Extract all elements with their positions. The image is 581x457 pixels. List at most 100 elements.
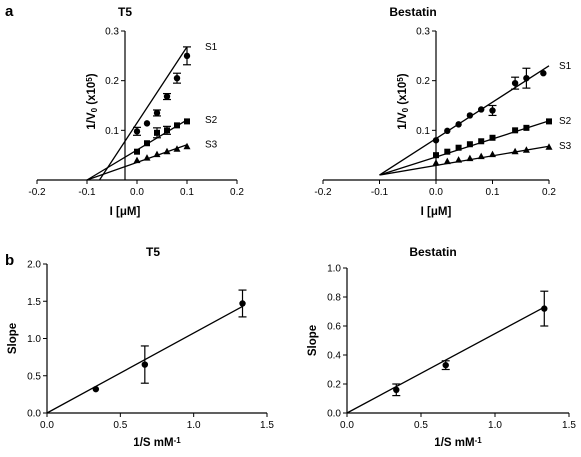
data-point-circle <box>141 361 149 368</box>
y-axis-label-part: (x10 <box>397 82 409 108</box>
chart-t5-lineweaver: T5 -0.2 -0.1 0.0 0.1 0.2 0.1 0.2 0.3 I [μM] 1/V0 … <box>28 5 244 218</box>
series-label: S3 <box>559 141 572 152</box>
y-tick-label: 0.1 <box>105 126 119 137</box>
data-point-triangle <box>432 159 440 166</box>
series-label: S3 <box>205 140 218 151</box>
y-tick-label: 0.2 <box>105 76 119 87</box>
data-point-square <box>433 152 439 159</box>
x-tick-label: 0.0 <box>40 420 54 431</box>
data-point-square <box>512 127 519 134</box>
y-axis-label: 1/V0 (x105) <box>396 73 410 129</box>
x-tick-label: 1.0 <box>488 420 502 431</box>
fit-line <box>379 145 550 176</box>
data-point-square <box>546 118 552 125</box>
data-point-square <box>184 118 190 125</box>
x-axis-label: I [μM] <box>110 206 141 218</box>
x-tick-label: -0.2 <box>314 187 332 198</box>
y-axis-label-part: 0 <box>401 107 410 112</box>
data-point-square <box>144 140 150 147</box>
y-tick-label: 2.0 <box>27 260 41 271</box>
x-tick-label: 1.5 <box>260 420 274 431</box>
data-point-circle <box>541 305 548 312</box>
y-axis-label-part: ) <box>86 73 98 77</box>
data-point-circle <box>478 106 485 113</box>
data-point-triangle <box>153 150 161 158</box>
fit-line <box>98 46 188 181</box>
data-point-circle <box>239 300 246 307</box>
x-tick-label: -0.1 <box>371 187 389 198</box>
x-axis-label: 1/S mM-1 <box>434 436 482 449</box>
data-point-square <box>444 148 451 155</box>
x-tick-label: 0.1 <box>486 187 500 198</box>
x-tick-label: 0.0 <box>429 187 443 198</box>
y-tick-label: 0.0 <box>327 409 341 420</box>
x-axis-label-part: -1 <box>475 436 483 445</box>
data-point-square <box>489 134 496 141</box>
y-tick-label: 1.0 <box>327 264 341 275</box>
y-tick-label: 0.6 <box>327 322 341 333</box>
y-axis-label-part: 1/V <box>86 112 98 130</box>
data-point-triangle <box>511 147 519 155</box>
data-point-triangle <box>545 143 553 150</box>
data-point-triangle <box>443 157 451 165</box>
data-point-triangle <box>143 154 151 161</box>
x-tick-label: -0.1 <box>78 187 96 198</box>
chart-title: Bestatin <box>389 5 436 19</box>
data-point-circle <box>523 74 530 82</box>
panel-b-label: b <box>5 252 14 269</box>
y-tick-label: 1.0 <box>27 334 41 345</box>
y-axis-label: Slope <box>7 323 19 354</box>
data-point-triangle <box>133 156 141 164</box>
data-point-square <box>466 141 473 148</box>
data-point-square <box>523 124 530 131</box>
data-point-circle <box>153 109 161 117</box>
x-axis-label: 1/S mM-1 <box>133 436 181 449</box>
x-tick-label: 0.1 <box>180 187 194 198</box>
data-point-triangle <box>522 146 530 153</box>
data-point-circle <box>432 137 440 144</box>
data-point-square <box>174 122 180 129</box>
data-point-circle <box>133 128 141 135</box>
x-tick-label: 0.0 <box>340 420 354 431</box>
chart-bestatin-lineweaver: Bestatin -0.2 -0.1 0.0 0.1 0.2 0.1 0.2 0.3 I [μM… <box>314 5 571 218</box>
panel-a-label: a <box>5 3 14 20</box>
fit-line <box>346 306 545 414</box>
y-tick-label: 0.5 <box>27 371 41 382</box>
data-point-circle <box>489 107 496 114</box>
y-axis-label-part: 5 <box>396 77 405 82</box>
chart-bestatin-slope: Bestatin 0.0 0.5 1.0 1.5 0.0 0.2 0.4 0.6 0.8 1.0 1… <box>307 245 576 449</box>
x-axis-label-part: 1/S mM <box>434 437 474 449</box>
series-label: S2 <box>559 116 572 127</box>
data-point-triangle <box>173 145 181 152</box>
data-point-circle <box>163 93 171 100</box>
chart-t5-slope: T5 0.0 0.5 1.0 1.5 0.0 0.5 1.0 1.5 2.0 1/S mM-1 Sl… <box>7 245 274 449</box>
y-tick-label: 0.3 <box>105 27 119 38</box>
y-tick-label: 0.2 <box>416 76 430 87</box>
series-label: S1 <box>205 42 218 53</box>
data-point-triangle <box>455 156 463 163</box>
data-point-circle <box>393 386 400 393</box>
y-tick-label: 0.4 <box>327 351 341 362</box>
data-point-square <box>164 127 170 134</box>
x-tick-label: 0.2 <box>542 187 556 198</box>
data-point-circle <box>143 120 151 127</box>
data-point-circle <box>511 79 519 87</box>
data-point-square <box>134 148 140 155</box>
y-axis-label-part: ) <box>397 73 409 77</box>
data-point-square <box>478 138 485 145</box>
x-tick-label: 0.0 <box>130 187 144 198</box>
data-point-circle <box>540 70 547 77</box>
data-point-circle <box>183 52 191 60</box>
y-tick-label: 1.5 <box>27 297 41 308</box>
data-point-triangle <box>183 142 191 150</box>
y-tick-label: 0.2 <box>327 380 341 391</box>
y-tick-label: 0.8 <box>327 293 341 304</box>
data-point-triangle <box>489 150 496 158</box>
y-axis-label-part: (x10 <box>86 82 98 108</box>
data-point-square <box>154 129 160 136</box>
y-tick-label: 0.1 <box>416 126 430 137</box>
x-axis-label-part: -1 <box>174 436 182 445</box>
data-point-circle <box>442 361 449 369</box>
series-label: S1 <box>559 61 572 72</box>
